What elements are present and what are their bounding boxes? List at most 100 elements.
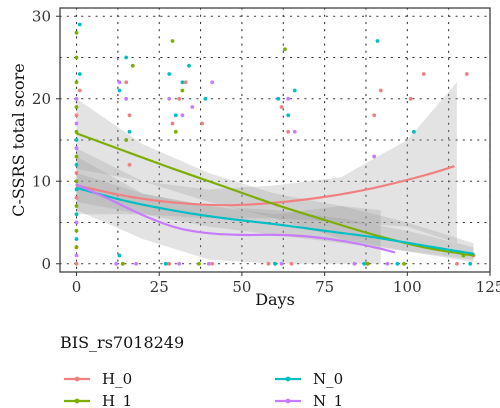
point-h-0 (279, 105, 284, 109)
point-h-1 (120, 261, 125, 266)
y-tick-label: 10 (32, 172, 51, 190)
point-n-1 (74, 253, 79, 258)
point-h-0 (127, 162, 132, 167)
point-h-1 (283, 47, 287, 52)
fit-line-n-0 (75, 186, 475, 255)
point-n-0 (412, 129, 416, 134)
point-h-0 (177, 96, 182, 101)
point-n-0 (74, 138, 79, 142)
point-h-0 (74, 171, 79, 175)
point-n-1 (279, 261, 284, 266)
point-n-1 (190, 105, 195, 109)
point-h-0 (167, 261, 172, 266)
point-n-1 (352, 261, 357, 266)
point-n-0 (362, 261, 367, 266)
point-h-1 (365, 261, 370, 266)
y-tick-label: 30 (32, 7, 51, 25)
point-n-0 (74, 212, 79, 217)
point-h-1 (180, 88, 185, 93)
point-n-1 (286, 96, 291, 101)
fit-lines (75, 132, 475, 257)
fit-line-h-0 (75, 165, 455, 207)
point-h-0 (77, 88, 82, 93)
point-n-0 (74, 162, 79, 167)
x-axis-title: Days (255, 290, 295, 309)
legend-item-h-1: H_1 (64, 392, 132, 408)
point-h-0 (200, 121, 205, 126)
point-h-1 (170, 39, 175, 43)
point-n-1 (167, 96, 172, 101)
point-n-0 (375, 39, 380, 43)
y-tick-label: 0 (41, 255, 51, 273)
legend-swatch-point (74, 376, 80, 382)
legend-label: N_0 (313, 370, 343, 388)
legend-label: N_1 (313, 392, 343, 408)
point-h-1 (74, 55, 79, 60)
point-h-1 (74, 30, 79, 35)
x-tick-label: 125 (476, 278, 500, 296)
x-tick-label: 50 (232, 278, 251, 296)
point-n-1 (74, 121, 79, 126)
x-tick-label: 100 (393, 278, 422, 296)
y-tick-label: 20 (32, 90, 51, 108)
point-h-0 (124, 80, 129, 85)
point-h-1 (74, 204, 79, 208)
point-n-1 (210, 80, 215, 85)
point-n-1 (372, 154, 377, 159)
legend: BIS_rs7018249 H_0 H_1 N_0 N_1 (60, 333, 343, 408)
point-n-0 (124, 55, 129, 60)
point-h-0 (127, 113, 132, 118)
point-h-1 (74, 245, 79, 250)
point-h-1 (74, 154, 79, 159)
point-n-0 (273, 261, 277, 266)
legend-label: H_1 (102, 392, 132, 408)
fit-line-n-1 (75, 183, 396, 254)
point-n-1 (124, 96, 129, 101)
y-axis-title: C-SSRS total score (9, 63, 28, 217)
y-axis-ticks: 0 10 20 30 (32, 7, 60, 273)
point-h-0 (74, 113, 79, 118)
point-n-0 (127, 129, 132, 134)
point-n-0 (276, 96, 281, 101)
point-n-0 (163, 261, 168, 266)
point-h-1 (197, 261, 201, 266)
point-n-0 (77, 22, 82, 27)
point-n-0 (286, 113, 291, 118)
point-h-1 (74, 105, 79, 109)
point-n-0 (167, 72, 172, 76)
legend-item-h-0: H_0 (64, 370, 132, 388)
point-n-0 (292, 88, 297, 93)
scatter-points (74, 22, 476, 266)
legend-items: H_0 H_1 N_0 N_1 (64, 370, 343, 408)
point-h-0 (289, 261, 294, 266)
point-n-1 (385, 261, 390, 266)
point-n-0 (117, 88, 122, 93)
point-h-0 (372, 113, 377, 118)
legend-title: BIS_rs7018249 (60, 333, 184, 352)
point-n-0 (74, 237, 79, 241)
point-n-0 (77, 72, 82, 76)
legend-swatch-point (74, 398, 80, 404)
point-h-1 (124, 138, 129, 142)
legend-item-n-1: N_1 (275, 392, 343, 408)
point-h-0 (408, 96, 413, 101)
point-n-1 (206, 261, 211, 266)
point-h-0 (421, 72, 426, 76)
point-n-1 (180, 113, 185, 118)
point-n-1 (74, 220, 79, 225)
point-h-0 (266, 261, 271, 266)
point-h-1 (173, 129, 178, 134)
point-h-1 (130, 63, 135, 68)
point-h-0 (286, 129, 291, 134)
point-h-1 (402, 261, 406, 266)
point-h-0 (378, 88, 383, 93)
point-h-0 (464, 72, 469, 76)
grid (59, 7, 491, 273)
x-tick-label: 0 (72, 278, 82, 296)
legend-swatch-point (285, 376, 291, 382)
point-n-1 (74, 146, 79, 151)
point-h-0 (74, 195, 79, 200)
point-n-1 (292, 129, 297, 134)
point-h-0 (183, 80, 188, 85)
